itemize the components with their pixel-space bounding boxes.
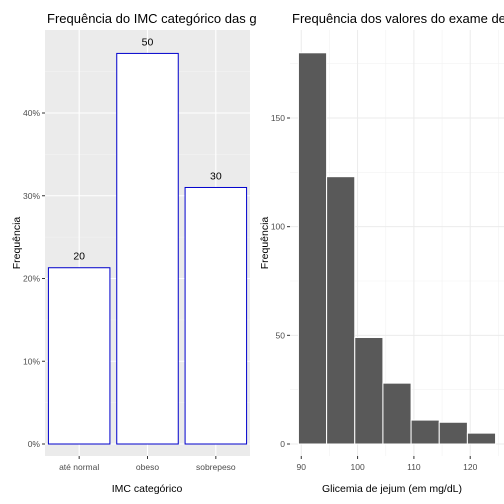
left-y-axis-title: Frequência bbox=[11, 217, 23, 270]
bar-data-label: 50 bbox=[142, 36, 154, 48]
bar-chart: Frequência do IMC categórico das g 20 50 3… bbox=[11, 11, 257, 495]
right-y-tick-label: 100 bbox=[271, 222, 285, 232]
right-x-tick-label: 90 bbox=[297, 462, 307, 472]
histogram-chart: Frequência dos valores do exame de 0 50 10… bbox=[259, 11, 504, 495]
left-chart-title: Frequência do IMC categórico das g bbox=[47, 11, 257, 26]
left-y-tick-label: 0% bbox=[28, 439, 41, 449]
bar bbox=[184, 186, 248, 445]
histogram-bar bbox=[354, 337, 384, 445]
right-y-axis-title: Frequência bbox=[259, 217, 271, 270]
left-x-tick-label: obeso bbox=[136, 462, 159, 472]
left-x-tick-label: sobrepeso bbox=[196, 462, 236, 472]
right-x-tick-label: 120 bbox=[463, 462, 477, 472]
left-y-tick-label: 30% bbox=[23, 191, 40, 201]
right-y-ticks: 0 50 100 150 bbox=[271, 113, 290, 449]
histogram-bar bbox=[297, 52, 328, 445]
left-y-tick-label: 20% bbox=[23, 274, 40, 284]
left-y-ticks: 0% 10% 20% 30% 40% bbox=[23, 108, 45, 449]
bar-data-label: 20 bbox=[73, 251, 85, 263]
bar-data-label: 30 bbox=[210, 170, 222, 182]
histogram-bar bbox=[438, 421, 468, 445]
right-bars bbox=[297, 52, 497, 445]
bar bbox=[47, 267, 111, 445]
right-y-tick-label: 150 bbox=[271, 113, 285, 123]
right-y-tick-label: 0 bbox=[280, 439, 285, 449]
left-data-labels: 20 50 30 bbox=[73, 36, 222, 262]
right-x-tick-label: 100 bbox=[350, 462, 364, 472]
histogram-bar bbox=[410, 419, 440, 445]
right-x-ticks: 90 100 110 120 bbox=[297, 456, 478, 472]
bar bbox=[116, 52, 179, 445]
right-x-tick-label: 110 bbox=[407, 462, 421, 472]
right-chart-title: Frequência dos valores do exame de bbox=[292, 11, 504, 26]
right-x-axis-title: Glicemia de jejum (em mg/dL) bbox=[322, 483, 462, 495]
left-y-tick-label: 10% bbox=[23, 356, 40, 366]
histogram-bar bbox=[382, 382, 412, 445]
left-bars bbox=[47, 52, 248, 445]
left-x-tick-label: até normal bbox=[59, 462, 99, 472]
left-x-ticks: até normal obeso sobrepeso bbox=[59, 456, 236, 472]
left-y-tick-label: 40% bbox=[23, 108, 40, 118]
left-x-axis-title: IMC categórico bbox=[112, 483, 183, 495]
histogram-bar bbox=[466, 432, 497, 445]
histogram-bar bbox=[326, 176, 356, 445]
right-y-tick-label: 50 bbox=[276, 330, 286, 340]
